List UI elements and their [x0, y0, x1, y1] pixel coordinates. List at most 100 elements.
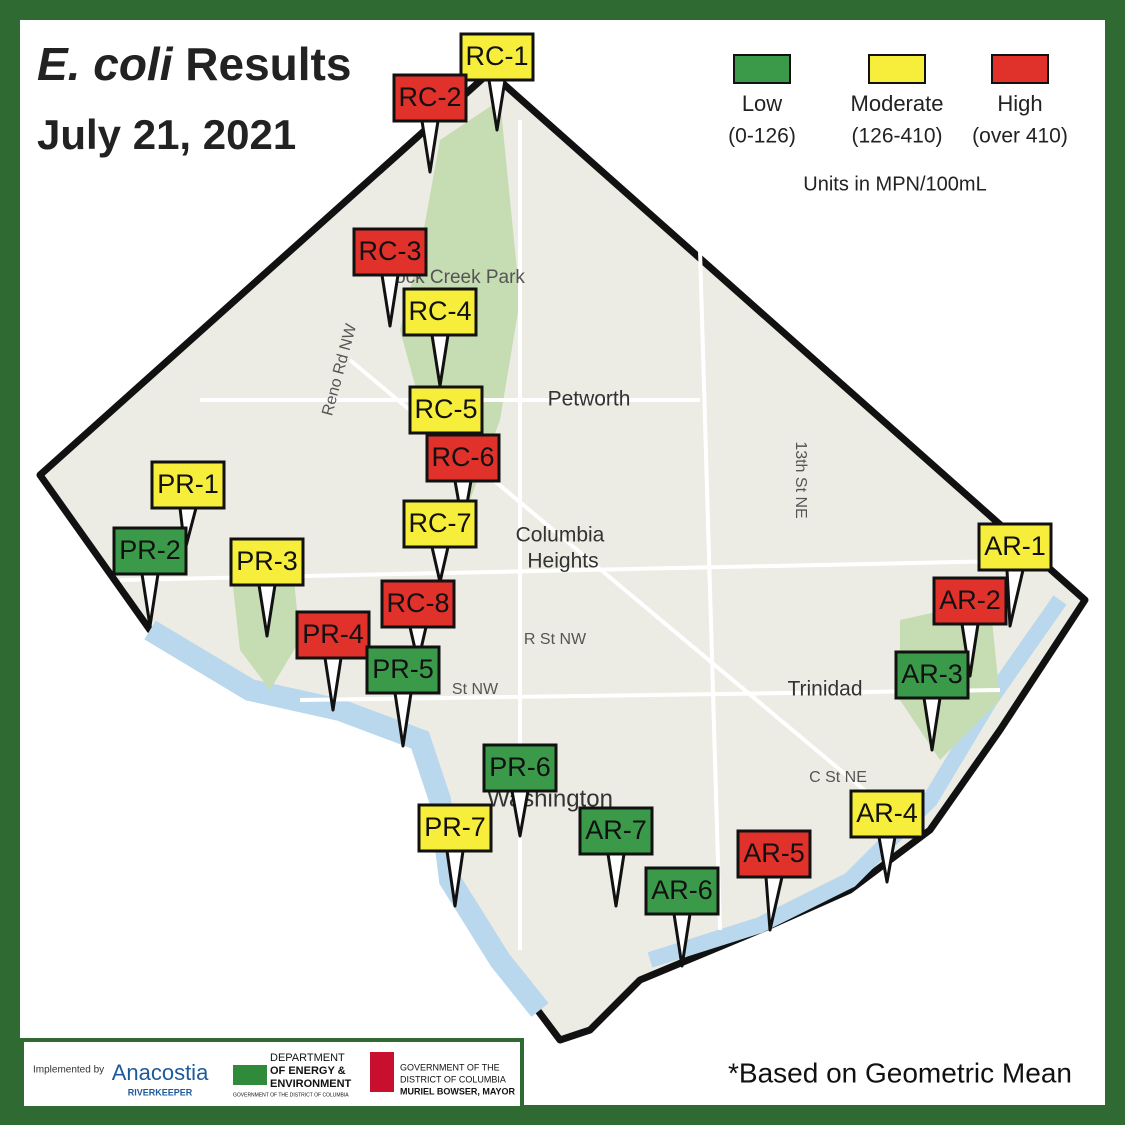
- logo-text: MURIEL BOWSER, MAYOR: [400, 1086, 516, 1096]
- marker-box: [482, 743, 558, 793]
- marker-box: [365, 645, 441, 695]
- marker: PR-7: [417, 803, 493, 908]
- marker-label: RC-6: [431, 442, 494, 472]
- marker-box: [849, 789, 925, 839]
- marker: PR-3: [229, 537, 305, 638]
- logo-text: GOVERNMENT OF THE: [400, 1062, 500, 1072]
- marker-label: RC-1: [465, 41, 528, 71]
- marker-box: [459, 32, 535, 82]
- marker-box: [408, 385, 484, 435]
- marker-box: [352, 227, 428, 277]
- logo-text: DISTRICT OF COLUMBIA: [400, 1074, 506, 1084]
- marker: PR-6: [482, 743, 558, 838]
- marker-label: PR-2: [119, 535, 181, 565]
- legend-range: (0-126): [728, 125, 796, 148]
- potomac-river: [144, 620, 549, 1017]
- place-label: Trinidad: [787, 678, 862, 701]
- marker-box: [894, 650, 970, 700]
- marker-box: [425, 433, 501, 483]
- marker-box: [417, 803, 493, 853]
- markers: RC-1RC-2 RC-3 RC-4 RC-5 RC-6 RC-7 RC-8 PR-1 PR-2…: [112, 32, 1053, 968]
- legend-swatch: [868, 54, 926, 84]
- marker-box: [112, 526, 188, 576]
- marker-box: [392, 73, 468, 123]
- logo-flag: [233, 1065, 267, 1085]
- marker-box: [644, 866, 720, 916]
- logo-text: ENVIRONMENT: [270, 1078, 352, 1090]
- marker: RC-4: [402, 287, 478, 388]
- marker-label: RC-5: [414, 394, 477, 424]
- marker-label: PR-4: [302, 619, 364, 649]
- logo-dc: [370, 1052, 394, 1092]
- marker-label: PR-7: [424, 812, 486, 842]
- marker: PR-2: [112, 526, 188, 628]
- marker-box: [402, 287, 478, 337]
- marker: PR-4: [295, 610, 371, 712]
- marker-label: AR-5: [743, 838, 805, 868]
- logo-text: Implemented by: [33, 1065, 104, 1076]
- marker-label: AR-7: [585, 815, 647, 845]
- marker-label: RC-8: [386, 588, 449, 618]
- marker-label: RC-4: [408, 296, 471, 326]
- logo-box: [20, 1038, 524, 1110]
- marker: RC-8: [380, 579, 456, 664]
- legend-label: High: [997, 91, 1042, 116]
- logo-text: Anacostia: [112, 1060, 209, 1085]
- marker-label: AR-2: [939, 585, 1001, 615]
- street-label: St NW: [452, 681, 499, 698]
- marker-label: PR-6: [489, 752, 551, 782]
- marker-box: [932, 576, 1008, 626]
- place-label: Columbia: [516, 524, 605, 547]
- marker-label: AR-3: [901, 659, 963, 689]
- marker: AR-2: [932, 576, 1008, 678]
- roads: [119, 120, 1051, 950]
- marker-box: [295, 610, 371, 660]
- marker-box: [229, 537, 305, 587]
- legend-units: Units in MPN/100mL: [803, 173, 986, 195]
- marker-box: [977, 522, 1053, 572]
- marker: AR-7: [578, 806, 654, 908]
- marker-box: [736, 829, 812, 879]
- marker: RC-2: [392, 73, 468, 174]
- legend-swatch: [991, 54, 1049, 84]
- street-label: R St NW: [524, 631, 587, 648]
- marker-label: RC-7: [408, 508, 471, 538]
- legend-swatch: [733, 54, 791, 84]
- marker-box: [150, 460, 226, 510]
- marker-label: RC-3: [358, 236, 421, 266]
- marker: AR-3: [894, 650, 970, 752]
- legend-range: (126-410): [851, 125, 942, 148]
- logo-text: OF ENERGY &: [270, 1065, 346, 1077]
- marker-label: AR-4: [856, 798, 918, 828]
- marker-box: [578, 806, 654, 856]
- logo-text: DEPARTMENT: [270, 1052, 345, 1064]
- street-label: C St NE: [809, 769, 867, 786]
- marker: AR-4: [849, 789, 925, 884]
- marker-label: PR-3: [236, 546, 298, 576]
- marker-label: PR-1: [157, 469, 219, 499]
- marker-label: PR-5: [372, 654, 434, 684]
- marker-label: AR-6: [651, 875, 713, 905]
- marker-label: RC-2: [398, 82, 461, 112]
- legend-label: Low: [742, 91, 782, 116]
- place-label: ock Creek Park: [395, 267, 525, 288]
- marker-label: AR-1: [984, 531, 1046, 561]
- date: July 21, 2021: [37, 111, 296, 158]
- street-label: 13th St NE: [792, 441, 809, 518]
- marker-box: [380, 579, 456, 629]
- legend: Low (0-126) Moderate (126-410) High (over 410…: [728, 54, 1068, 148]
- marker: AR-1: [977, 522, 1053, 628]
- logo-text: RIVERKEEPER: [128, 1087, 193, 1097]
- marker: AR-6: [644, 866, 720, 968]
- legend-range: (over 410): [972, 125, 1068, 148]
- marker: RC-7: [402, 499, 478, 584]
- marker: AR-5: [736, 829, 812, 932]
- title: E. coli Results: [37, 38, 351, 90]
- marker-box: [402, 499, 478, 549]
- place-label: Petworth: [548, 388, 631, 411]
- logo-text: GOVERNMENT OF THE DISTRICT OF COLUMBIA: [233, 1092, 349, 1098]
- marker: RC-1: [459, 32, 535, 132]
- legend-label: Moderate: [851, 91, 944, 116]
- footnote: *Based on Geometric Mean: [728, 1057, 1072, 1088]
